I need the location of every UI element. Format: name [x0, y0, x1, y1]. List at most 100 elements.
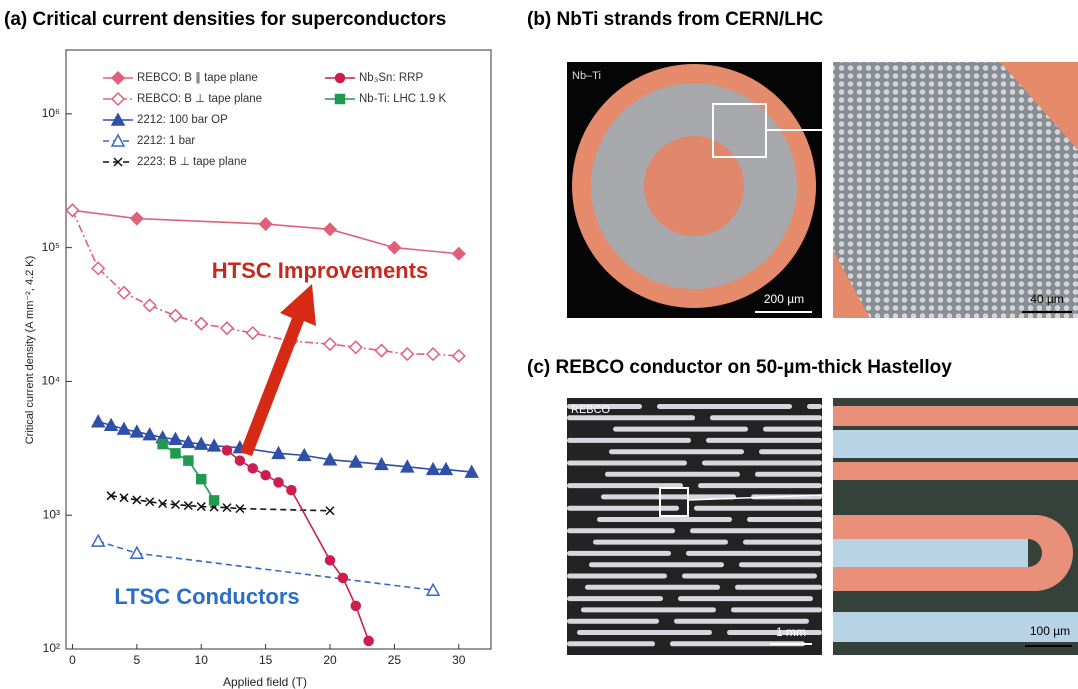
legend-marker — [112, 72, 124, 84]
conductor-bar — [567, 596, 663, 601]
scale-label: 200 µm — [764, 292, 804, 306]
conductor-bar — [763, 427, 822, 432]
chart-title: (a) Critical current densities for super… — [4, 9, 446, 30]
panel-title: (c) REBCO conductor on 50-µm-thick Haste… — [527, 357, 952, 378]
y-tick-label: 10³ — [43, 507, 60, 521]
legend-marker — [336, 74, 345, 83]
conductor-bar — [678, 596, 813, 601]
marker — [171, 449, 180, 458]
marker — [66, 204, 78, 216]
improvement-arrow — [240, 284, 316, 456]
x-axis-label: Applied field (T) — [223, 675, 307, 689]
copper-core — [644, 136, 744, 236]
conductor-bar — [609, 449, 744, 454]
marker — [427, 348, 439, 360]
marker — [118, 287, 130, 299]
conductor-bar — [657, 404, 792, 409]
marker — [324, 338, 336, 350]
micrograph — [567, 398, 822, 655]
annotation: HTSC Improvements — [212, 258, 428, 283]
conductor-bar — [567, 438, 691, 443]
marker — [248, 464, 257, 473]
y-axis-label: Critical current density (A mm⁻², 4.2 K) — [24, 256, 36, 445]
marker — [326, 507, 334, 515]
panel-title: (b) NbTi strands from CERN/LHC — [527, 9, 824, 30]
x-tick-label: 15 — [259, 653, 273, 667]
image-label: Nb–Ti — [572, 70, 601, 82]
conductor-bar — [690, 528, 822, 533]
scale-label: 100 µm — [1030, 624, 1070, 638]
marker — [351, 601, 360, 610]
x-tick-label: 20 — [323, 653, 337, 667]
marker — [453, 248, 465, 260]
conductor-bar — [686, 551, 821, 556]
conductor-bar — [567, 506, 679, 511]
series-line — [98, 422, 471, 472]
series-line — [72, 210, 458, 356]
legend-label: Nb₃Sn: RRP — [359, 72, 423, 84]
marker — [197, 475, 206, 484]
marker — [158, 440, 167, 449]
series-line — [111, 496, 330, 511]
conductor-bar — [694, 506, 822, 511]
conductor-bar — [698, 483, 822, 488]
marker — [324, 223, 336, 235]
marker — [247, 327, 259, 339]
image-label: REBCO — [571, 404, 611, 416]
marker — [287, 486, 296, 495]
marker — [235, 456, 244, 465]
conductor-bar — [581, 607, 716, 612]
x-tick-label: 10 — [195, 653, 209, 667]
conductor-bar — [747, 517, 822, 522]
marker — [131, 547, 143, 558]
conductor-bar — [577, 630, 712, 635]
stripe — [833, 539, 1028, 567]
figure: (a) Critical current densities for super… — [0, 0, 1078, 689]
x-tick-label: 25 — [388, 653, 402, 667]
conductor-bar — [674, 619, 809, 624]
conductor-bar — [567, 619, 659, 624]
y-tick-label: 10² — [43, 641, 60, 655]
conductor-bar — [743, 540, 822, 545]
marker — [169, 310, 181, 322]
marker — [388, 242, 400, 254]
conductor-bar — [567, 415, 695, 420]
marker — [401, 348, 413, 360]
conductor-bar — [567, 641, 655, 646]
marker — [260, 218, 272, 230]
scale-label: 40 µm — [1030, 292, 1064, 306]
legend-label: 2223: B ⊥ tape plane — [137, 156, 247, 168]
y-tick-label: 10⁶ — [42, 106, 60, 120]
conductor-bar — [706, 438, 822, 443]
conductor-bar — [727, 630, 822, 635]
conductor-bar — [710, 415, 822, 420]
marker — [338, 573, 347, 582]
marker — [92, 416, 104, 427]
conductor-bar — [597, 517, 732, 522]
marker — [221, 322, 233, 334]
marker — [222, 446, 231, 455]
conductor-bar — [605, 472, 740, 477]
y-tick-label: 10⁴ — [41, 374, 60, 388]
marker — [350, 341, 362, 353]
legend-label: 2212: 1 bar — [137, 135, 195, 147]
marker — [195, 318, 207, 330]
conductor-bar — [759, 449, 822, 454]
marker — [210, 496, 219, 505]
marker — [261, 471, 270, 480]
marker — [131, 213, 143, 225]
marker — [364, 636, 373, 645]
legend-marker — [336, 95, 345, 104]
conductor-bar — [613, 427, 748, 432]
marker — [144, 299, 156, 311]
annotation: LTSC Conductors — [114, 584, 299, 609]
conductor-bar — [807, 404, 822, 409]
marker — [326, 556, 335, 565]
stripe — [833, 430, 1078, 458]
x-tick-label: 5 — [133, 653, 140, 667]
stripe — [833, 462, 1078, 480]
conductor-bar — [567, 461, 687, 466]
legend-marker — [112, 93, 124, 105]
marker — [92, 535, 104, 546]
conductor-bar — [593, 540, 728, 545]
